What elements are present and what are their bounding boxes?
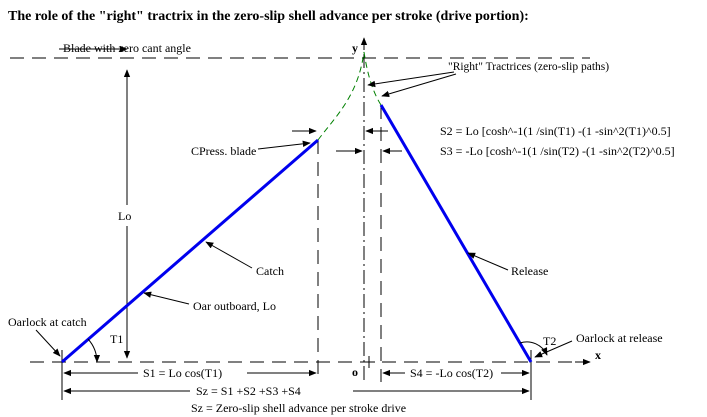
oar-outboard-leader [143, 291, 190, 305]
origin-label: o [352, 365, 358, 379]
t2-label: T2 [543, 334, 556, 348]
oar-at-release [379, 104, 533, 363]
tractrices-leader-1 [381, 73, 457, 98]
tractrices-leader-2 [367, 71, 455, 88]
tractrix-right [363, 51, 382, 106]
catch-label: Catch [256, 264, 284, 278]
tractrix-left [317, 51, 365, 141]
sz-sum-label: Sz = S1 +S2 +S3 +S4 [196, 384, 301, 398]
s2-formula: S2 = Lo [cosh^-1(1 /sin(T1) -(1 -sin^2(T… [440, 124, 671, 138]
t1-label: T1 [110, 332, 123, 346]
blade-zero-cant-label: Blade with zero cant angle [63, 41, 191, 55]
s4-label: S4 = -Lo cos(T2) [410, 366, 493, 380]
tractrices-label: "Right" Tractrices (zero-slip paths) [448, 61, 609, 73]
diagram-title: The role of the "right" tractrix in the … [8, 9, 529, 24]
lo-label: Lo [118, 209, 131, 223]
y-axis-label: y [352, 41, 358, 55]
s3-formula: S3 = -Lo [cosh^-1(1 /sin(T2) -(1 -sin^2(… [440, 144, 675, 158]
cpress-blade-leader [257, 140, 311, 150]
oarlock-catch-label: Oarlock at catch [8, 315, 87, 329]
s1-label: S1 = Lo cos(T1) [143, 366, 222, 380]
oarlock-release-leader [534, 340, 573, 358]
oar-outboard-label: Oar outboard, Lo [193, 299, 276, 313]
x-axis-label: x [595, 348, 601, 362]
catch-leader [205, 241, 253, 269]
release-label: Release [511, 264, 548, 278]
oarlock-catch-leader [35, 329, 61, 357]
sz-caption: Sz = Zero-slip shell advance per stroke … [191, 401, 406, 415]
cpress-blade-label: CPress. blade [191, 144, 256, 158]
t1-angle-arc [87, 338, 101, 363]
oarlock-release-label: Oarlock at release [576, 331, 663, 345]
oar-at-catch [61, 138, 319, 364]
release-leader [467, 252, 509, 271]
